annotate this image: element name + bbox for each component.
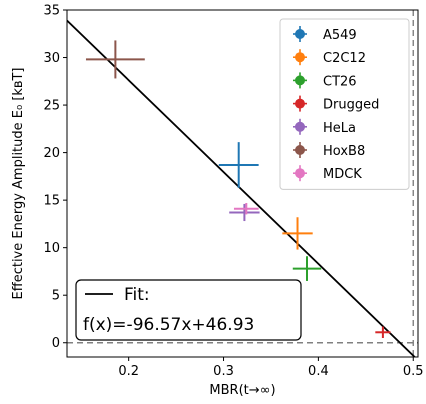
fit-legend-label: Fit:	[124, 285, 150, 305]
legend-box	[279, 18, 410, 190]
legend-label-c2c12: C2C12	[323, 51, 366, 66]
fit-line	[67, 19, 416, 357]
legend-marker-dot-hela	[295, 121, 305, 132]
y-tick-label: 20	[43, 146, 60, 161]
y-axis-label: Effective Energy Amplitude E₀ [kʙT]	[11, 68, 26, 300]
legend-marker-dot-mdck	[295, 168, 305, 179]
y-tick-label: 35	[43, 4, 60, 19]
legend-label-mdck: MDCK	[323, 167, 362, 182]
y-tick-label: 5	[52, 289, 60, 304]
y-tick-label: 0	[52, 336, 60, 351]
point-mdck	[233, 202, 259, 215]
point-hela	[229, 203, 260, 222]
x-tick-label: 0.4	[308, 364, 329, 379]
point-hoxb8	[85, 40, 145, 79]
fit-legend: Fit: f(x)=-96.57x+46.93	[75, 279, 302, 341]
y-tick-label: 10	[43, 241, 60, 256]
legend-label-drugged: Drugged	[323, 98, 379, 113]
y-tick-label: 15	[43, 194, 60, 209]
legend-label-a549: A549	[323, 28, 357, 43]
legend-marker-dot-hoxb8	[295, 145, 305, 155]
legend-marker-dot-ct26	[295, 75, 305, 86]
legend-label-hoxb8: HoxB8	[323, 144, 365, 159]
x-tick-label: 0.5	[403, 364, 424, 379]
legend: A549 C2C12 CT26 Drugged HeLa HoxB8 MDCK	[279, 18, 410, 190]
legend-marker-dot-c2c12	[295, 52, 305, 63]
fit-equation: f(x)=-96.57x+46.93	[83, 315, 254, 335]
x-tick-label: 0.3	[213, 364, 234, 379]
legend-label-hela: HeLa	[323, 121, 356, 136]
data-points	[85, 40, 391, 338]
legend-label-ct26: CT26	[323, 74, 357, 89]
reference-lines	[67, 10, 418, 357]
point-drugged	[375, 326, 391, 338]
point-ct26	[292, 256, 322, 281]
fit-line-layer	[67, 19, 416, 357]
legend-marker-dot-drugged	[295, 98, 305, 109]
fit-legend-box	[75, 279, 302, 341]
y-tick-label: 30	[43, 51, 60, 66]
plot-frame	[66, 9, 419, 358]
y-tick-label: 25	[43, 99, 60, 114]
point-c2c12	[282, 217, 313, 250]
point-a549	[218, 142, 259, 188]
legend-marker-dot-a549	[295, 29, 305, 39]
x-tick-label: 0.2	[118, 364, 139, 379]
x-axis-label: MBR(t→∞)	[209, 383, 275, 398]
axis-ticks: 0.2 0.3 0.4 0.5 0 5 10 15 20 25 30 35	[43, 4, 423, 380]
